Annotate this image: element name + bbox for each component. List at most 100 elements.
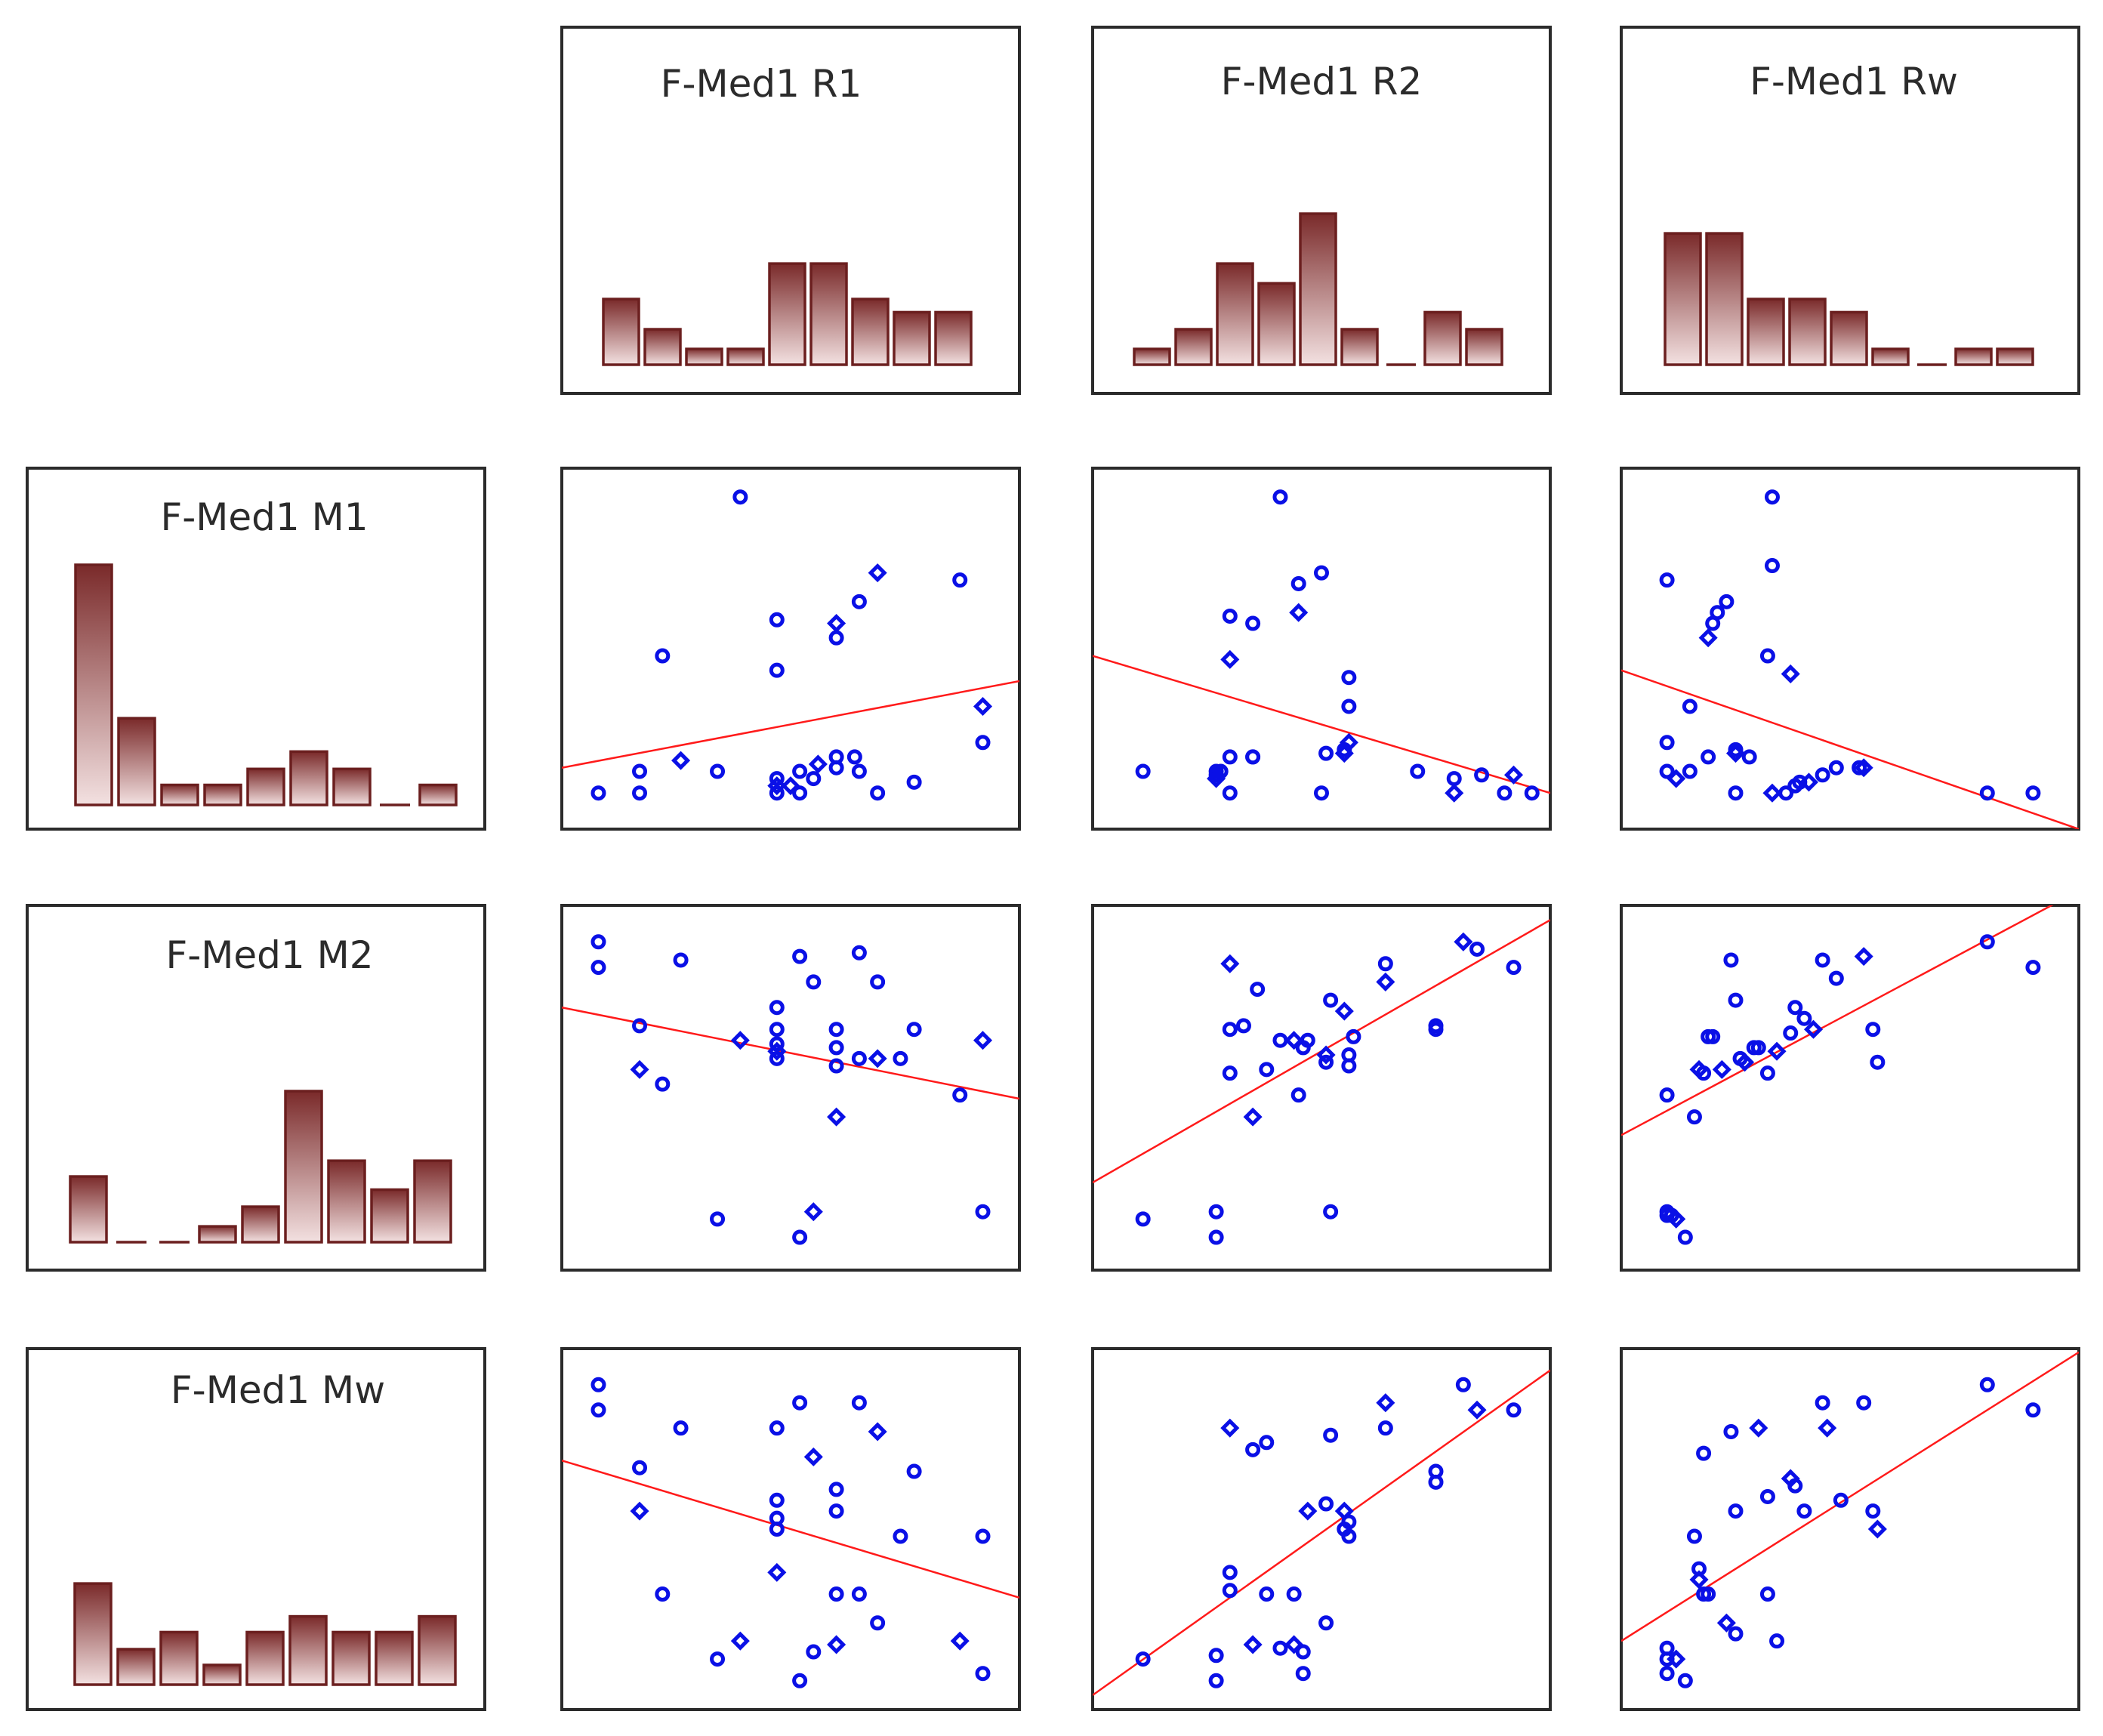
histogram-bar [74,563,113,806]
data-point [1787,1478,1803,1494]
histogram-bar [246,767,285,806]
data-point [1341,698,1357,714]
histogram-bar [332,767,372,806]
data-point [1762,783,1782,803]
data-point [1659,763,1675,779]
data-point [1300,1032,1315,1048]
data-point [632,1460,648,1475]
data-point [1222,749,1238,765]
data-point [1815,952,1830,968]
data-point [769,1522,785,1537]
histogram-bar [284,1090,323,1244]
data-point [591,785,606,801]
data-point [1290,575,1306,591]
histogram-bar [726,347,765,366]
data-point [655,648,671,664]
histogram-bar [602,298,640,366]
data-point [710,1651,726,1667]
data-point [1445,783,1464,803]
data-point [827,1635,846,1654]
data-point [591,1402,606,1418]
data-point [1686,1109,1702,1125]
data-point [1741,749,1757,765]
data-point [1208,1204,1224,1220]
data-point [828,749,844,765]
data-point [1524,785,1540,801]
data-point [1243,1635,1263,1654]
data-point [893,1528,908,1544]
data-point [1778,785,1794,801]
data-point [1728,1626,1744,1642]
data-point [1682,763,1698,779]
scatter-panel-m2-r2 [1091,904,1552,1272]
data-point [1854,758,1873,778]
histogram-bar [685,347,723,366]
histogram-title: F-Med1 Mw [171,1368,385,1412]
data-point [870,785,886,801]
data-point [1749,1418,1768,1438]
histogram-bar [1747,298,1785,366]
panel-frame [1091,1347,1552,1711]
panel-frame [1091,904,1552,1272]
data-point [1220,649,1240,669]
histogram-bar [1788,298,1827,366]
data-point [1298,1501,1318,1521]
histogram-bar [69,1175,108,1244]
data-point [1323,1427,1339,1443]
data-point [1698,628,1718,648]
histogram-bar [1830,310,1868,366]
data-point [851,1050,867,1066]
data-point [1728,785,1744,801]
histogram-bar [202,1664,242,1686]
histogram-bar [160,783,199,806]
data-point [1667,1209,1686,1229]
data-point [730,1631,750,1651]
data-point [767,1562,787,1582]
data-point [1259,1435,1275,1451]
data-point [846,749,862,765]
data-point [1750,1040,1766,1056]
data-point [1787,1000,1803,1016]
regression-line [562,680,1019,769]
histogram-panel-rw: F-Med1 Rw [1620,26,2080,395]
histogram-bar [893,310,931,366]
regression-line [1093,1369,1550,1696]
regression-line [562,1007,1019,1100]
data-point [2025,960,2041,976]
data-point [1712,1059,1731,1079]
histogram-bar [1465,328,1503,366]
data-point [1290,1087,1306,1103]
data-point [1135,763,1151,779]
data-point [1286,1586,1302,1602]
data-point [792,785,808,801]
data-point [1323,992,1339,1008]
data-point [1272,489,1288,505]
data-point [868,563,887,583]
data-point [1818,1418,1837,1438]
data-point [1467,1400,1487,1420]
data-point [1213,763,1229,779]
data-point [1723,952,1739,968]
scatter-panel-m1-r2 [1091,467,1552,831]
panel-frame [1620,467,2080,831]
data-point [1455,1377,1471,1392]
histogram-bar [418,1614,457,1686]
regression-line [562,1459,1019,1599]
data-point [851,1395,867,1411]
data-point [1803,1019,1824,1039]
data-point [1377,1420,1393,1436]
data-point [1318,1496,1334,1512]
data-point [1735,1053,1755,1072]
data-point [1764,558,1780,574]
data-point [803,1202,823,1222]
data-point [1659,1651,1675,1667]
histogram-bar [198,1225,237,1244]
data-point [1245,615,1261,631]
data-point [1689,1570,1709,1590]
data-point [1852,760,1867,775]
data-point [1815,767,1830,783]
data-point [1677,1673,1693,1688]
data-point [1759,1065,1775,1081]
data-point [1245,1442,1261,1457]
data-point [828,1586,844,1602]
